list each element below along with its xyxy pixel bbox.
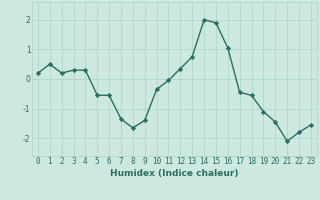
X-axis label: Humidex (Indice chaleur): Humidex (Indice chaleur) xyxy=(110,169,239,178)
